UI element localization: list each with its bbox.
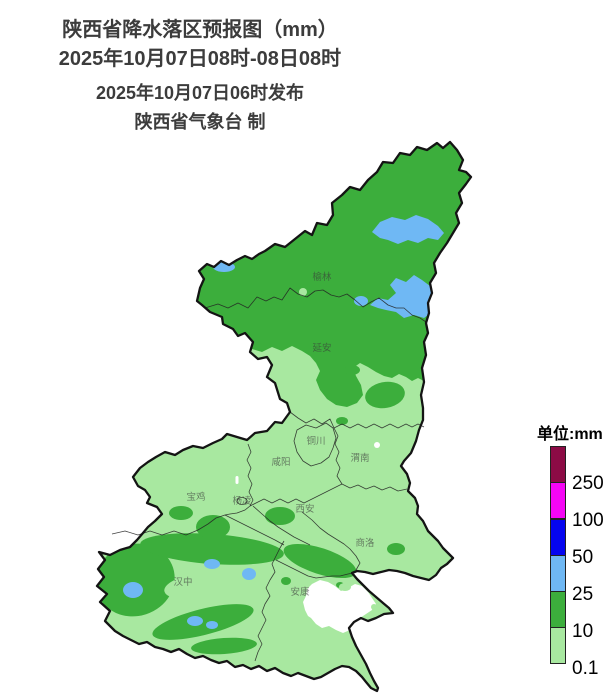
- province-outline: [95, 140, 473, 693]
- legend-label: 250: [572, 473, 604, 494]
- boundary-baoji-xianyang: [224, 443, 254, 516]
- north-region-moderate-rain: [170, 142, 471, 407]
- admin-boundaries: [111, 287, 427, 662]
- issue-time: 2025年10月07日06时发布: [95, 83, 305, 103]
- city-label: 汉中: [173, 576, 192, 588]
- legend-label: 10: [572, 621, 594, 642]
- light-patch-dot: [299, 288, 307, 296]
- city-label: 咸阳: [271, 456, 290, 468]
- rain-bump-1: [196, 515, 230, 539]
- issuer: 陕西省气象台 制: [134, 112, 266, 132]
- city-label: 铜川: [306, 435, 325, 447]
- rain-patch-yanan-east: [365, 381, 405, 409]
- city-label: 榆林: [312, 271, 332, 283]
- boundary-xian-south: [252, 505, 311, 546]
- rain-band-top: [140, 533, 284, 565]
- heavy-rain-patch-s3: [123, 582, 143, 598]
- city-label: 延安: [312, 342, 331, 354]
- heavy-rain-patch-north-2: [370, 275, 433, 318]
- rain-band-bottom: [152, 604, 254, 640]
- legend-label: 25: [572, 584, 594, 605]
- forecast-period: 2025年10月07日08时-08日08时: [58, 48, 342, 70]
- boundary-tongchuan: [293, 422, 337, 467]
- heavy-rain-patch-north-1: [372, 215, 444, 244]
- boundary-xian-xianyang: [249, 483, 343, 507]
- rain-strip-south: [191, 637, 257, 655]
- legend-color-cell: [550, 554, 566, 592]
- heavy-rain-patch-s4: [187, 616, 203, 626]
- city-label: 安康: [290, 586, 310, 598]
- city-label: 渭南: [350, 452, 369, 464]
- boundary-yanan-south: [289, 411, 425, 429]
- heavy-rain-patch-s1: [204, 559, 220, 569]
- title-block: 陕西省降水落区预报图（mm） 2025年10月07日08时-08日08时 202…: [0, 14, 400, 131]
- boundary-yulin-yanan: [204, 287, 427, 323]
- no-rain-dot-weinan: [374, 442, 380, 448]
- rain-patch-shangluo: [387, 543, 405, 555]
- boundary-xian-shangluo: [301, 511, 361, 571]
- boundary-yangling: [236, 497, 248, 505]
- boundary-baoji-hanzhong: [111, 514, 285, 546]
- rain-patch: [336, 417, 348, 425]
- legend-label: 0.1: [572, 658, 599, 679]
- rain-bump-2: [265, 507, 295, 525]
- legend: 单位:mm 250 100 50 25 10 0.1: [535, 420, 611, 682]
- rain-patch: [344, 365, 360, 375]
- rain-band-ne: [283, 543, 357, 579]
- heavy-rain-patch-yulin-south: [354, 296, 368, 306]
- hanzhong-valley-light: [164, 572, 236, 600]
- legend-color-cell: [550, 627, 566, 665]
- city-label: 商洛: [355, 537, 375, 549]
- legend-title: 单位:mm: [537, 426, 603, 443]
- legend-color-bar: [550, 446, 566, 665]
- heavy-rain-patch-s5: [206, 621, 218, 629]
- rain-band-hanzhong-west: [97, 543, 175, 617]
- city-label: 杨凌: [232, 495, 252, 507]
- legend-color-cell: [550, 446, 566, 484]
- page-title: 陕西省降水落区预报图（mm）: [62, 19, 338, 41]
- light-dot-in-white-1: [339, 583, 351, 591]
- legend-color-cell: [550, 482, 566, 520]
- legend-color-cell: [550, 518, 566, 556]
- city-label: 西安: [295, 503, 314, 515]
- legend-color-cell: [550, 591, 566, 629]
- boundary-weinan-west: [333, 427, 408, 492]
- boundary-ankang-north: [275, 559, 354, 579]
- light-dot-in-white-2: [371, 604, 377, 610]
- rain-patch-ankang-w: [281, 577, 291, 585]
- legend-label: 100: [572, 510, 604, 531]
- legend-label: 50: [572, 547, 594, 568]
- heavy-rain-patch-s2: [242, 568, 256, 580]
- city-label: 宝鸡: [186, 491, 205, 503]
- no-rain-dash-xianyang: [235, 476, 239, 484]
- boundary-hanzhong-ankang: [254, 540, 285, 662]
- rain-patch-baoji: [169, 506, 193, 520]
